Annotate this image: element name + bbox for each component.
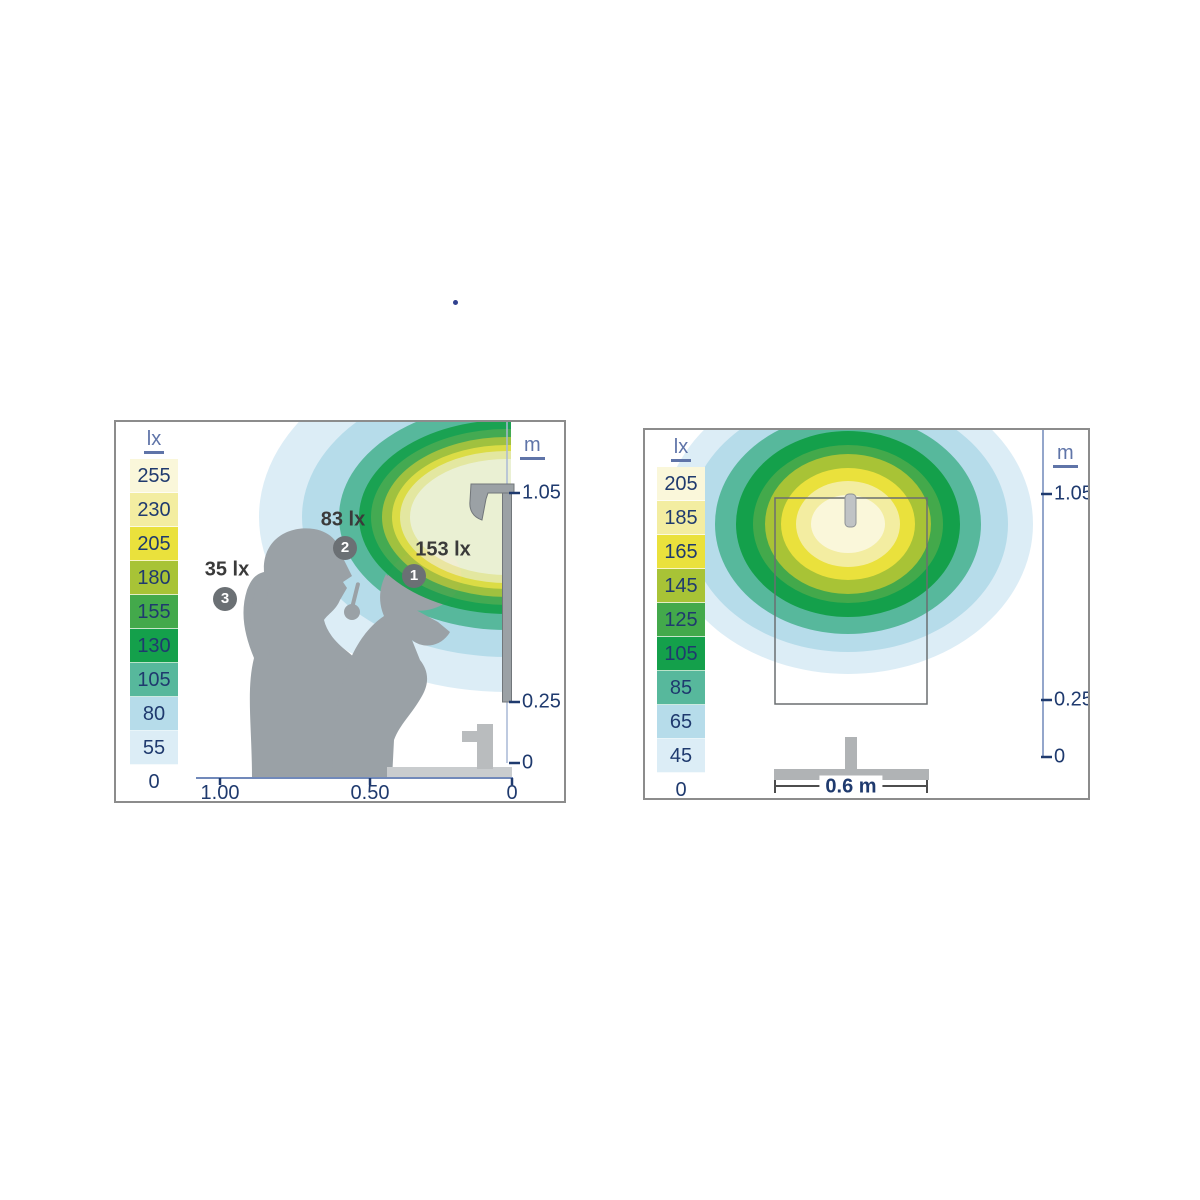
legend-zero-label: 0 [675,779,687,800]
front-view-graphic [663,430,1052,793]
legend-item: 255 [130,459,178,493]
makeup-brush [350,582,360,610]
contour-rings [663,430,1033,674]
y-axis-ticks [1041,492,1052,759]
legend-title: lx [657,436,705,462]
legend-value: 125 [664,609,698,631]
legend-title-text: lx [670,436,692,462]
point-badge-2: 2 [333,536,357,560]
legend-value: 80 [142,703,166,725]
point-badge-3: 3 [213,587,237,611]
lamp-mark [844,493,857,528]
legend-value: 45 [669,745,693,767]
y-tick-0.25: 0.25 [1054,688,1090,711]
legend-value: 55 [142,737,166,759]
legend-value: 85 [669,677,693,699]
legend-item: 45 [657,739,705,773]
legend-items: 205 185 165 145 125 105 85 65 45 [657,467,705,773]
legend-item: 130 [130,629,178,663]
legend-value: 255 [137,465,171,487]
leaning-figure-body [332,574,450,779]
legend-item: 185 [657,501,705,535]
legend-value: 205 [137,533,171,555]
faucet-side-spout [462,731,480,742]
legend-items: 255 230 205 180 155 130 105 80 55 [130,459,178,765]
legend-item: 65 [657,705,705,739]
light-fixture-icon [469,483,515,521]
legend-value: 145 [664,575,698,597]
lux-legend: lx 255 230 205 180 155 130 105 80 55 0 [130,428,178,795]
isolux-side-view-panel: lx 255 230 205 180 155 130 105 80 55 0 [114,420,566,803]
legend-value: 130 [137,635,171,657]
legend-value: 105 [664,643,698,665]
legend-item: 105 [657,637,705,671]
legend-item: 205 [130,527,178,561]
y-tick-1.05: 1.05 [1054,482,1090,505]
lux-legend: lx 205 185 165 145 125 105 85 65 45 0 [657,436,705,800]
point-badge-1: 1 [402,564,426,588]
y-tick-0.25: 0.25 [522,690,561,713]
y-tick-1.05: 1.05 [522,481,561,504]
hand [344,604,360,620]
x-tick-0: 0 [506,782,518,803]
mirror-width-label: 0.6 m [819,775,883,798]
stray-dot [453,300,458,305]
legend-item: 125 [657,603,705,637]
y-axis-unit: m [1053,442,1078,468]
x-axis-ticks [218,778,514,785]
legend-item: 80 [130,697,178,731]
legend-value: 180 [137,567,171,589]
counter-side [387,767,512,779]
legend-value: 165 [664,541,698,563]
woman-ponytail [250,575,272,662]
legend-value: 185 [664,507,698,529]
legend-item: 205 [657,467,705,501]
legend-item: 155 [130,595,178,629]
side-view-graphic [196,422,520,785]
y-tick-0: 0 [1054,745,1066,768]
legend-value: 230 [137,499,171,521]
faucet-side-body [477,724,493,769]
annotation-153lx: 153 lx [415,538,471,561]
legend-zero-label: 0 [148,771,160,793]
y-tick-0: 0 [522,751,534,774]
legend-item: 85 [657,671,705,705]
legend-value: 155 [137,601,171,623]
y-axis-unit-text: m [520,434,545,460]
legend-item: 105 [130,663,178,697]
x-tick-0.50: 0.50 [350,782,390,803]
legend-title-text: lx [143,428,165,454]
legend-item: 230 [130,493,178,527]
x-tick-1.00: 1.00 [200,782,240,803]
legend-value: 65 [669,711,693,733]
annotation-35lx: 35 lx [204,558,250,581]
legend-item: 180 [130,561,178,595]
contour-rings-inner [359,422,511,614]
legend-item: 145 [657,569,705,603]
legend-value: 105 [137,669,171,691]
woman-silhouette [243,528,462,779]
legend-title: lx [130,428,178,454]
legend-item: 55 [130,731,178,765]
isolux-front-view-panel: lx 205 185 165 145 125 105 85 65 45 0 [643,428,1090,800]
y-axis-ticks [509,491,520,765]
annotation-83lx: 83 lx [320,508,366,531]
legend-value: 205 [664,473,698,495]
y-axis-unit-text: m [1053,442,1078,468]
y-axis-unit: m [520,434,545,460]
legend-item: 165 [657,535,705,569]
mirror-side [502,487,512,703]
faucet-front-icon [774,737,929,780]
